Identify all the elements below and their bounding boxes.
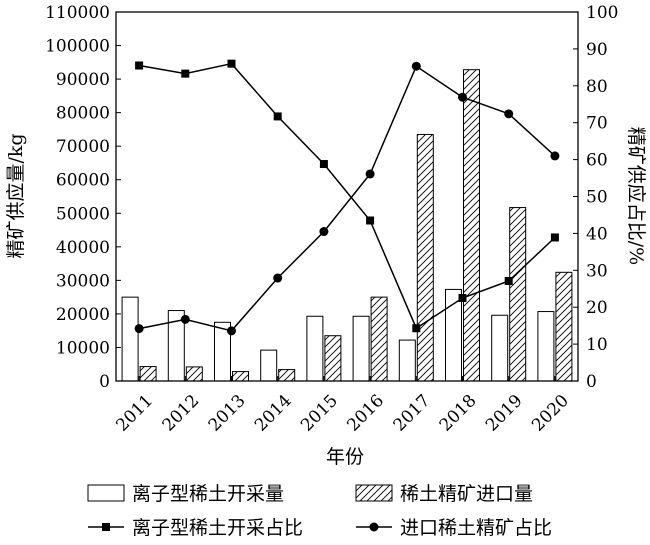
point-square-2015 <box>319 160 328 169</box>
bar-white-fill-2014 <box>260 349 278 382</box>
point-square-2018 <box>458 293 467 302</box>
point-circle-2016 <box>365 169 375 179</box>
bar-hatched-2019 <box>509 207 527 382</box>
bar-hatched-2013 <box>232 371 249 382</box>
legend-label: 离子型稀土开采量 <box>132 483 284 505</box>
y-tick-label-right: 20 <box>586 298 608 318</box>
y-tick-label-left: 40000 <box>56 238 110 258</box>
bar-hatched-2017 <box>416 133 434 382</box>
y-tick-label-right: 10 <box>586 335 608 355</box>
y-tick-label-left: 10000 <box>56 338 110 358</box>
bar-white-fill-2017 <box>398 339 416 382</box>
y-tick-label-left: 60000 <box>56 171 110 191</box>
point-square-2014 <box>273 112 282 121</box>
bar-hatched-2016 <box>370 296 388 382</box>
legend-marker-square <box>102 523 110 531</box>
bar-hatched-2014 <box>278 369 296 382</box>
y-tick-label-left: 110000 <box>45 3 110 23</box>
point-circle-2017 <box>411 61 421 71</box>
point-circle-2013 <box>227 326 236 336</box>
point-square-2020 <box>550 233 559 242</box>
y-tick-label-right: 80 <box>586 77 608 97</box>
y-axis-title-left: 精矿供应量/kg <box>5 133 27 258</box>
point-circle-2019 <box>504 109 514 119</box>
bar-white-fill-2011 <box>121 296 139 382</box>
x-tick-label-2016: 2016 <box>343 391 388 436</box>
legend-swatch-hatched <box>355 484 393 502</box>
legend-marker-circle <box>369 522 379 532</box>
y-tick-label-right: 100 <box>586 3 618 23</box>
bar-white-fill-2019 <box>491 314 509 382</box>
point-circle-2012 <box>180 314 190 324</box>
point-circle-2011 <box>134 324 144 334</box>
point-square-2011 <box>135 61 144 70</box>
bar-hatched-2012 <box>185 366 203 382</box>
x-tick-label-2020: 2020 <box>528 391 573 436</box>
legend-swatch-white-fill <box>87 484 125 502</box>
y-tick-label-left: 80000 <box>56 104 110 124</box>
point-circle-2020 <box>550 151 560 161</box>
x-tick-label-2017: 2017 <box>390 391 435 436</box>
point-square-2012 <box>181 69 190 78</box>
point-circle-2018 <box>458 92 467 102</box>
y-tick-label-right: 0 <box>586 372 597 392</box>
point-square-2017 <box>412 324 421 333</box>
point-circle-2014 <box>273 273 283 283</box>
y-tick-label-left: 20000 <box>56 305 110 325</box>
bar-hatched-2011 <box>139 366 157 382</box>
x-tick-label-2019: 2019 <box>482 391 527 436</box>
line-square-series <box>138 62 556 330</box>
y-tick-label-left: 0 <box>99 372 110 392</box>
x-tick-label-2014: 2014 <box>251 391 296 436</box>
x-tick-label-2018: 2018 <box>436 391 481 436</box>
y-tick-label-left: 90000 <box>56 70 110 90</box>
y-tick-label-right: 30 <box>586 261 608 281</box>
plot-frame <box>115 11 579 382</box>
point-square-2019 <box>504 277 513 286</box>
y-tick-label-left: 100000 <box>45 37 110 57</box>
y-tick-label-left: 30000 <box>56 271 110 291</box>
y-tick-label-right: 60 <box>586 151 608 171</box>
y-tick-label-right: 50 <box>586 188 608 208</box>
bar-hatched-2020 <box>555 271 573 382</box>
bar-white-fill-2015 <box>306 315 324 382</box>
x-tick-label-2012: 2012 <box>159 391 204 436</box>
bar-white-fill-2016 <box>352 315 370 382</box>
legend-label: 进口稀土精矿占比 <box>400 517 552 539</box>
bar-white-fill-2020 <box>537 311 555 382</box>
bar-hatched-2015 <box>324 335 342 382</box>
y-tick-label-right: 90 <box>586 40 608 60</box>
x-tick-label-2013: 2013 <box>205 391 250 436</box>
x-tick-label-2015: 2015 <box>297 391 342 436</box>
point-circle-2015 <box>319 227 329 237</box>
y-tick-label-left: 70000 <box>56 137 110 157</box>
y-tick-label-right: 70 <box>586 114 608 134</box>
x-tick-label-2011: 2011 <box>112 391 157 436</box>
legend-label: 稀土精矿进口量 <box>400 483 533 505</box>
line-circle-series <box>138 65 556 332</box>
point-square-2016 <box>366 216 375 225</box>
x-axis-title: 年份 <box>326 446 364 468</box>
y-axis-title-right: 精矿供应占比/% <box>625 127 647 265</box>
point-square-2013 <box>227 59 236 68</box>
plot-area: 0 10000 20000 30000 40000 50000 60000 70000 8000… <box>45 3 618 436</box>
bar-hatched-2018 <box>463 69 480 382</box>
y-tick-label-right: 40 <box>586 224 608 244</box>
y-tick-label-left: 50000 <box>56 204 110 224</box>
legend-label: 离子型稀土开采占比 <box>132 517 303 539</box>
